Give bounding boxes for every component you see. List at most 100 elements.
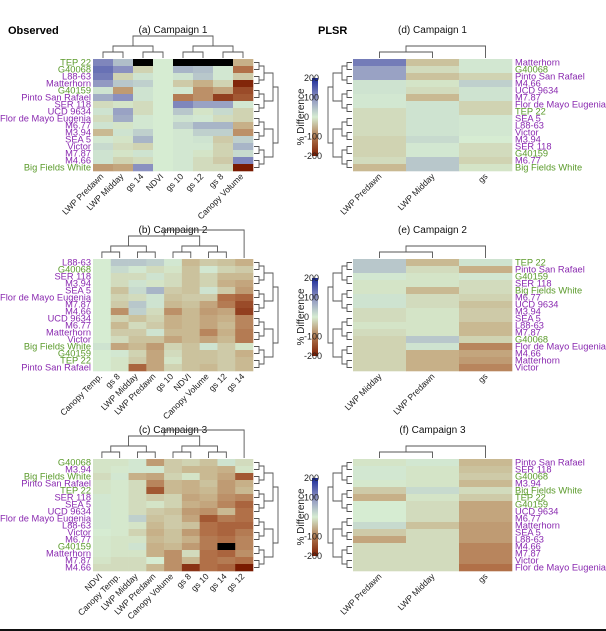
heatmap-cell [235, 301, 254, 309]
heatmap-cell [217, 480, 236, 488]
heatmap-cell [193, 94, 214, 102]
heatmap-cell [217, 343, 236, 351]
row-dendrogram-branch [259, 293, 265, 309]
heatmap-cell [181, 287, 200, 295]
row-dendrogram-branch [346, 476, 352, 484]
heatmap-cell [153, 157, 174, 165]
column-label: gs [476, 571, 489, 584]
heatmap-cell [406, 66, 460, 74]
column-dendrogram-branch [110, 245, 147, 252]
heatmap-cell [153, 80, 174, 88]
row-label: Flor de Mayo Eugenia [515, 563, 606, 573]
heatmap-cell [406, 122, 460, 130]
heatmap-cell [128, 494, 147, 502]
heatmap-cell [173, 101, 194, 109]
heatmap-cell [199, 259, 218, 267]
heatmap-cell [459, 501, 513, 509]
heatmap-cell [146, 343, 165, 351]
row-label: Flor de Mayo Eugenia [515, 100, 606, 110]
heatmap-cell [213, 115, 234, 123]
heatmap-cell [113, 59, 134, 67]
heatmap-cell [193, 164, 214, 172]
heatmap-cell [153, 129, 174, 137]
heatmap-cell [217, 322, 236, 330]
row-dendrogram-branch [346, 518, 352, 526]
heatmap-cell [235, 308, 254, 316]
heatmap-cell [110, 308, 129, 316]
column-dendrogram-branch [101, 251, 121, 258]
heatmap-cell [217, 501, 236, 509]
heatmap-cell [459, 550, 513, 558]
row-dendrogram-branch [346, 532, 352, 540]
column-dendrogram-branch [405, 245, 486, 258]
heatmap-cell [164, 494, 183, 502]
heatmap-cell [113, 73, 134, 81]
row-dendrogram-branch [254, 560, 260, 568]
heatmap-cell [146, 287, 165, 295]
heatmap-cell [459, 266, 513, 274]
heatmap-cell [353, 529, 407, 537]
row-dendrogram-branch [254, 160, 260, 168]
column-dendrogram [101, 429, 245, 458]
row-label: G40068 [515, 335, 548, 345]
heatmap-cell [173, 73, 194, 81]
row-dendrogram-branch [264, 72, 274, 102]
heatmap-cell [93, 550, 112, 558]
heatmap-cell [199, 329, 218, 337]
heatmap-cell [164, 301, 183, 309]
heatmap-cell [153, 87, 174, 95]
legend-tick-label: 100 [304, 93, 319, 103]
heatmap-cell [93, 487, 112, 495]
row-label: SEA 5 [65, 135, 91, 145]
row-label: SER 118 [515, 142, 552, 152]
row-label: M3.94 [65, 465, 91, 475]
heatmap-cell [110, 522, 129, 530]
row-label: Flor de Mayo Eugenia [0, 514, 92, 524]
row-dendrogram-branch [254, 462, 260, 470]
legend-tick-label: -100 [304, 332, 322, 342]
heatmap-cell [199, 322, 218, 330]
heatmap-cell [153, 143, 174, 151]
heatmap-cell [406, 515, 460, 523]
row-label: M4.66 [65, 307, 91, 317]
heatmap-cell [217, 508, 236, 516]
row-dendrogram-branch [327, 86, 333, 144]
row-dendrogram-branch [346, 304, 352, 312]
heatmap-cell [233, 136, 254, 144]
heatmap-cell [128, 308, 147, 316]
heatmap-cell [113, 157, 134, 165]
column-dendrogram-branch [405, 445, 486, 458]
row-label: G40159 [58, 542, 91, 552]
heatmap-cell [146, 487, 165, 495]
heatmap-cell [173, 122, 194, 130]
heatmap-cell [353, 308, 407, 316]
heatmap-cell [146, 259, 165, 267]
row-label: M3.94 [65, 279, 91, 289]
heatmap-cell [164, 466, 183, 474]
heatmap-cell [113, 143, 134, 151]
heatmap-cell [146, 508, 165, 516]
row-dendrogram-branch [254, 518, 260, 526]
column-label: gs 12 [207, 371, 229, 393]
heatmap-cells [93, 459, 254, 572]
row-label: M6.77 [515, 156, 541, 166]
heatmap-cell [181, 480, 200, 488]
legend-tick-label: 200 [304, 473, 319, 483]
heatmap-cell [146, 564, 165, 572]
column-label: NDVI [144, 171, 166, 193]
row-label: M4.66 [515, 79, 541, 89]
column-label: gs 14 [224, 371, 246, 393]
heatmap-cell [235, 494, 254, 502]
row-label: Big Fields White [515, 163, 582, 173]
heatmap-cell [128, 543, 147, 551]
heatmap-cell [133, 157, 154, 165]
heatmap-cell [353, 329, 407, 337]
row-dendrogram-branch [346, 546, 352, 554]
heatmap-cell [153, 108, 174, 116]
heatmap-cell [353, 564, 407, 572]
heatmap-cell [193, 59, 214, 67]
legend-tick-label: 100 [304, 293, 319, 303]
